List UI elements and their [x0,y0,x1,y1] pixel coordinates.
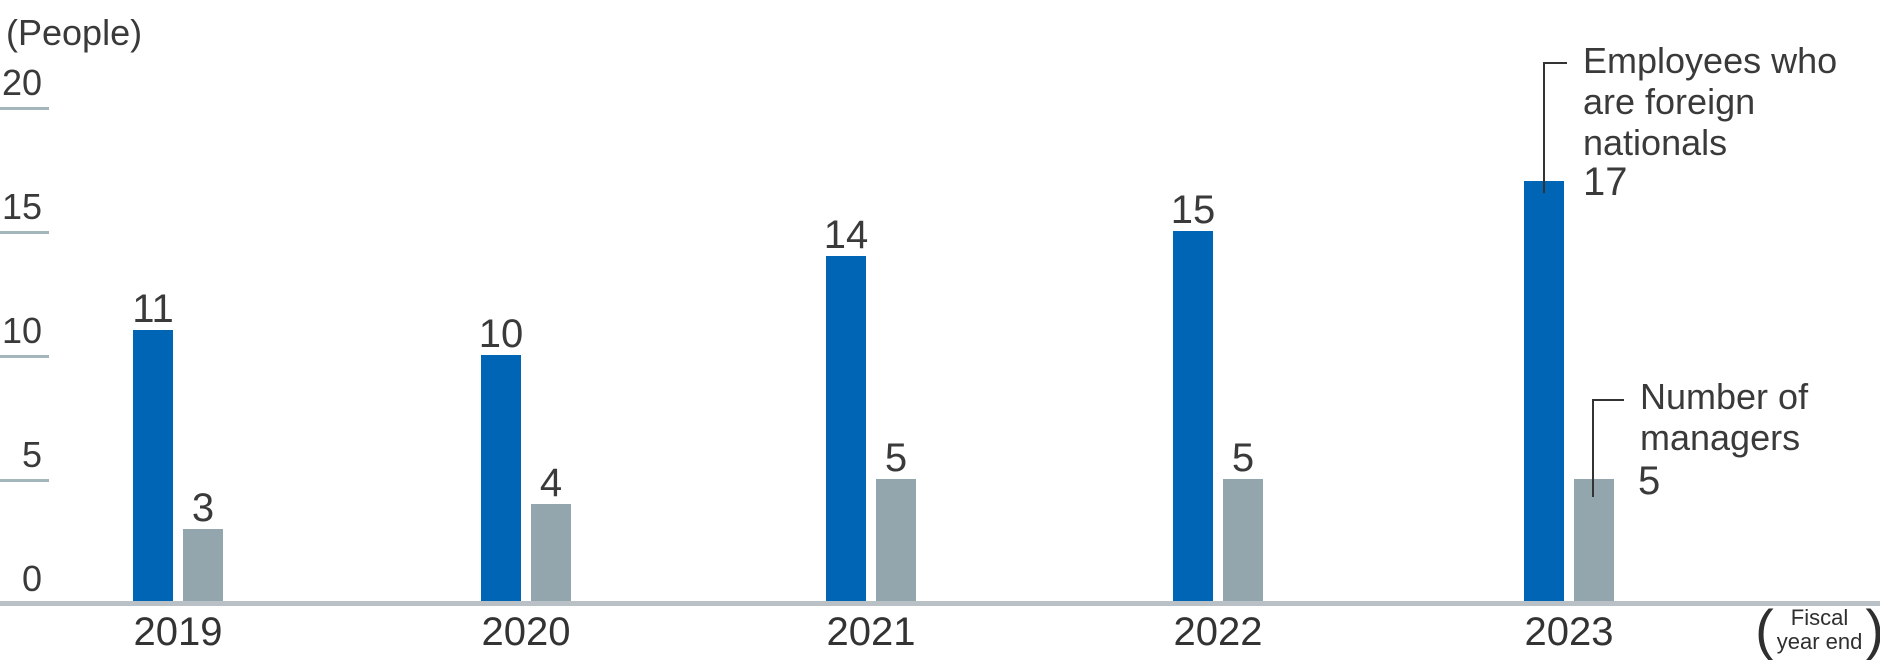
y-tick-line [0,479,49,482]
y-tick-line [0,107,49,110]
bar-value-label: 11 [132,287,174,332]
x-tick-label: 2019 [133,610,223,654]
bar [1524,181,1564,605]
x-tick-label: 2023 [1524,610,1614,654]
x-axis-note-line2: year end [1776,629,1863,654]
x-axis-line [0,601,1880,606]
bar-value-label: 5 [1231,436,1255,480]
y-tick-line [0,231,49,234]
bar [1574,479,1614,605]
bar [481,355,521,605]
bar-value-label: 3 [191,485,215,530]
legend-connector-horizontal-managers [1592,399,1624,401]
bar-value-label: 15 [1170,188,1216,232]
x-tick-label: 2022 [1173,610,1263,654]
y-tick-line [0,355,49,358]
x-tick-label: 2020 [481,610,571,654]
y-tick-label: 0 [21,558,42,599]
bar [183,528,223,605]
y-axis-unit-label: (People) [6,12,143,53]
bar-value-label: 17 [1583,160,1628,204]
bar [876,479,916,605]
legend-connector-vertical-managers [1592,399,1594,497]
legend-label-managers: Number of managers [1640,376,1809,458]
legend-label-foreign-nationals: Employees who are foreign nationals [1583,40,1838,163]
y-tick-label: 10 [1,310,42,351]
x-axis-note-paren-close: ) [1865,602,1880,658]
bar [1223,479,1263,605]
x-axis-note-paren-open: ( [1755,598,1774,660]
x-axis-note: ( Fiscal year end ) [1755,598,1880,660]
x-tick-label: 2021 [826,610,916,654]
bar-value-label: 4 [539,460,563,505]
bar-value-label: 10 [478,312,524,356]
y-tick-label: 15 [1,186,42,227]
bar [1173,231,1213,605]
bar [531,503,571,605]
y-tick-label: 5 [21,434,42,475]
bar-value-label: 5 [884,436,908,480]
legend-connector-horizontal-foreign-nationals [1543,62,1567,64]
x-axis-note-line1: Fiscal [1790,605,1849,630]
bar [826,255,866,605]
bar-value-label: 5 [1638,459,1661,503]
x-axis-note-text: Fiscal year end [1774,606,1866,654]
legend-connector-vertical-foreign-nationals [1543,62,1545,193]
y-tick-label: 20 [1,62,42,103]
bar-value-label: 14 [823,212,869,257]
bar [133,330,173,605]
